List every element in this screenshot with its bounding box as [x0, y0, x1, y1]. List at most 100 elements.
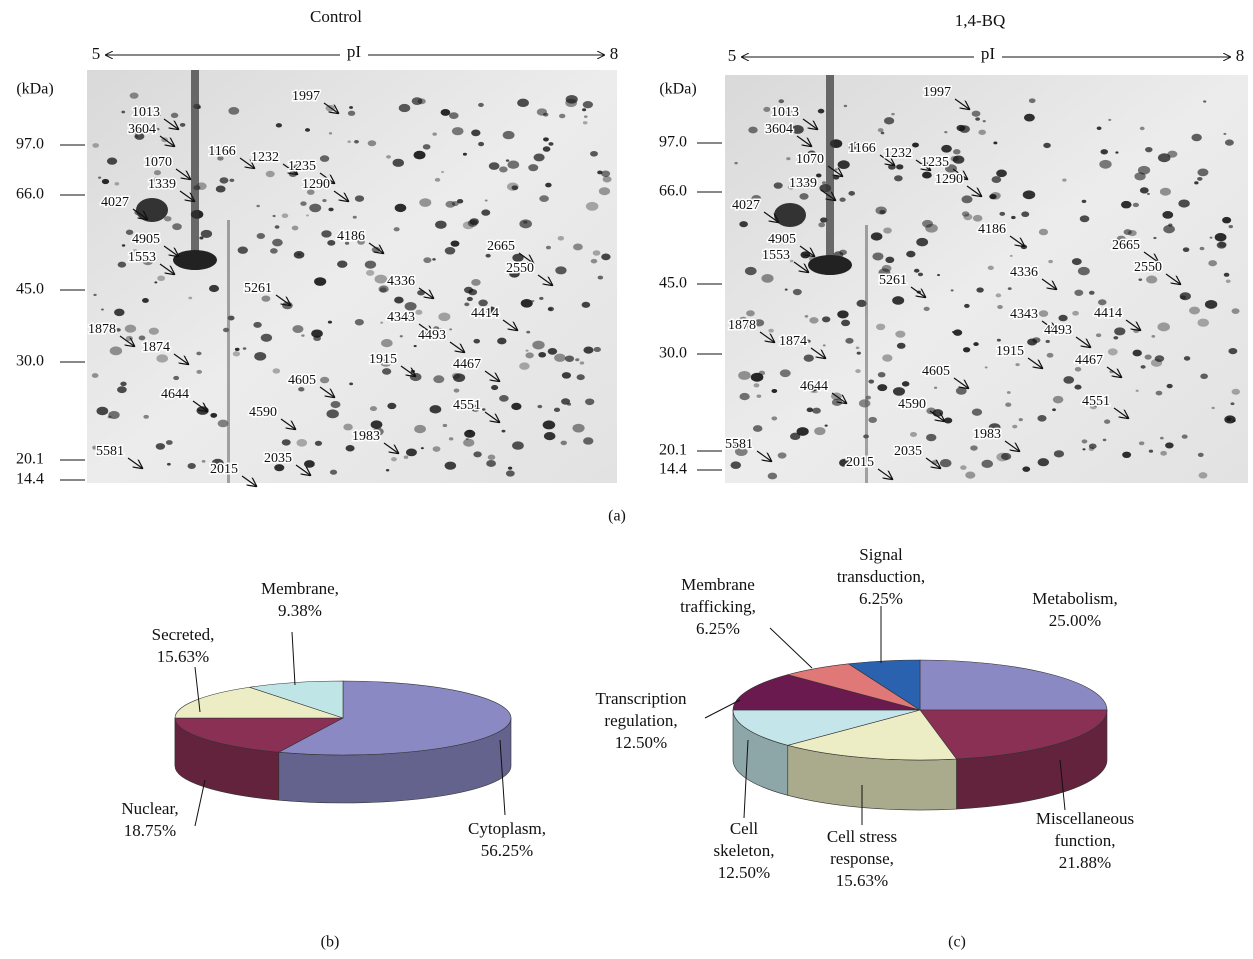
gel-spot — [1103, 439, 1107, 442]
gel-spot — [572, 424, 584, 433]
gel-spot — [469, 218, 478, 225]
gel-spot — [988, 266, 994, 270]
gel-spot — [503, 131, 515, 139]
gel-spot — [941, 145, 952, 153]
gel-spot — [839, 250, 847, 255]
gel-spot — [395, 204, 407, 212]
gel-spot — [473, 451, 481, 457]
gel-spot — [394, 227, 400, 231]
gel-spot — [992, 176, 1002, 183]
gel-spot — [464, 287, 473, 293]
gel-spot — [366, 270, 374, 276]
gel-spot — [423, 144, 431, 149]
gel-spot — [545, 183, 551, 188]
mw-tick-label: 30.0 — [659, 345, 687, 362]
gel-spot — [999, 212, 1005, 216]
gel-spot — [539, 195, 549, 202]
gel-spot — [1039, 310, 1048, 317]
gel-spot — [1113, 336, 1118, 339]
gel-spot — [1124, 229, 1132, 235]
spot-label: 3604 — [765, 122, 793, 137]
gel-spot — [506, 470, 515, 476]
gel-spot — [433, 375, 444, 383]
spot-label: 1339 — [789, 176, 817, 191]
gel-spot — [1146, 276, 1157, 284]
gel-spot — [944, 131, 947, 133]
gel-spot — [391, 457, 397, 461]
gel-spot — [1149, 450, 1153, 453]
spot-label: 1013 — [771, 105, 799, 120]
gel-spot — [878, 128, 884, 132]
gel-spot — [110, 346, 122, 355]
gel-spot — [1199, 472, 1208, 478]
gel-spot — [256, 205, 260, 208]
gel-spot — [1205, 300, 1217, 309]
gel-spot — [315, 441, 322, 446]
gel-spot — [478, 142, 484, 146]
gel-spot — [101, 308, 104, 310]
gel-spot — [451, 240, 460, 246]
mw-tick-label: 20.1 — [659, 442, 687, 459]
gel-spot — [973, 342, 978, 346]
gel-spot — [896, 164, 903, 169]
gel-streak — [826, 75, 834, 275]
gel-spot — [1072, 258, 1082, 265]
gel-spot — [575, 358, 579, 361]
pie-label: Miscellaneous function,21.88% — [1020, 808, 1150, 874]
gel-spot — [937, 274, 940, 276]
pie-slice — [920, 660, 1107, 710]
gel-spot — [1037, 415, 1046, 422]
gel-spot — [1048, 260, 1053, 263]
gel-spot — [282, 439, 291, 445]
gel-spot — [441, 171, 444, 173]
spot-label: 4605 — [922, 364, 950, 379]
gel-spot — [387, 403, 396, 409]
gel-title: 1,4-BQ — [955, 11, 1006, 30]
gel-spot — [118, 262, 126, 268]
spot-label: 2550 — [506, 261, 534, 276]
gel-title: Control — [310, 7, 362, 26]
gel-spot — [125, 325, 136, 333]
spot-label: 5581 — [96, 444, 124, 459]
gel-spot — [922, 172, 932, 179]
gel-spot — [1114, 327, 1125, 335]
gel-spot — [780, 369, 791, 377]
spot-label: 4336 — [1010, 265, 1038, 280]
gel-spot — [355, 195, 364, 202]
spot-label: 1553 — [762, 248, 790, 263]
gel-spot — [978, 130, 985, 135]
gel-spot — [594, 347, 601, 352]
mw-tick-label: 45.0 — [659, 275, 687, 292]
gel-spot — [951, 289, 954, 291]
gel-spot — [320, 155, 329, 162]
gel-spot — [411, 370, 415, 373]
gel-spot — [548, 308, 552, 311]
gel-image — [87, 70, 617, 483]
spot-label: 1070 — [796, 152, 824, 167]
gel-spot — [1053, 396, 1064, 404]
pie-label-value: 25.00% — [1015, 610, 1135, 632]
gel-spot — [1151, 359, 1162, 367]
gel-spot — [314, 277, 326, 286]
spot-label: 4644 — [161, 387, 189, 402]
gel-spot — [892, 296, 904, 305]
spot-label: 1878 — [88, 322, 116, 337]
gel-spot — [235, 348, 240, 351]
gel-blob — [774, 203, 806, 227]
gel-spot — [276, 123, 282, 127]
pie-label: Cytoplasm,56.25% — [447, 818, 567, 862]
gel-spot — [745, 267, 757, 275]
gel-spot — [1058, 315, 1067, 322]
gel-spot — [432, 133, 436, 136]
pie-label-value: 12.50% — [576, 732, 706, 754]
gel-spot — [92, 143, 99, 148]
gel-spot — [1160, 437, 1164, 440]
gel-spot — [382, 368, 391, 375]
gel-spot — [253, 322, 261, 328]
gel-spot — [779, 99, 785, 103]
gel-spot — [918, 273, 923, 277]
gel-spot — [548, 142, 553, 146]
gel-spot — [997, 339, 1001, 342]
gel-spot — [347, 140, 350, 142]
mw-tick-label: 66.0 — [659, 183, 687, 200]
